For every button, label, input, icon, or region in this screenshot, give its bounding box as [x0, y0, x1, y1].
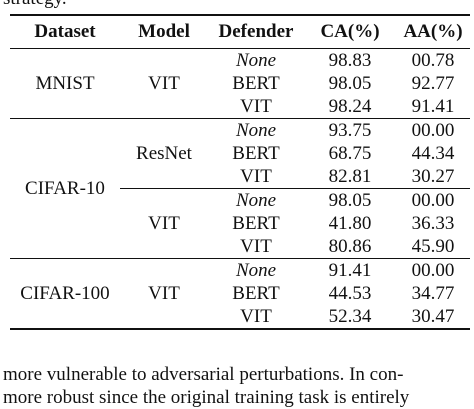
table-row: MNIST VIT None 98.83 00.78 — [10, 48, 470, 94]
defender-cell: BERT — [232, 142, 280, 164]
aa-cell: 00.00 — [396, 188, 470, 212]
aa-cell: 44.34 — [411, 142, 455, 164]
header-defender: Defender — [218, 21, 294, 42]
aa-cell: 00.00 — [411, 119, 455, 141]
defender-cell: None — [235, 119, 277, 141]
header-model: Model — [138, 21, 190, 42]
defender-cell: VIT — [240, 305, 272, 327]
ca-cell: 41.80 — [328, 212, 372, 234]
table-row: CIFAR-10 ResNet None 93.75 00.00 — [10, 118, 470, 199]
body-text-line: more robust since the original training … — [3, 387, 410, 408]
table-row: CIFAR-100 VIT None 91.41 00.00 — [10, 258, 470, 304]
ca-cell: 44.53 — [328, 282, 372, 304]
defender-cell: BERT — [232, 72, 280, 94]
table-row: BERT 68.75 44.34 — [10, 142, 470, 165]
ca-cell: 98.05 — [328, 72, 372, 94]
ca-cell: 68.75 — [328, 142, 372, 164]
aa-cell: 30.27 — [411, 165, 455, 187]
table-row: VIT 52.34 30.47 — [10, 305, 470, 329]
ca-cell: 91.41 — [328, 259, 372, 281]
results-table-container: Dataset Model Defender CA(%) AA(%) MNIST… — [10, 14, 470, 330]
defender-cell: VIT — [240, 95, 272, 117]
defender-cell: VIT — [240, 235, 272, 257]
ca-cell: 52.34 — [328, 305, 372, 327]
defender-cell: BERT — [232, 212, 280, 234]
aa-cell: 00.00 — [411, 259, 455, 281]
table-row: VIT 80.86 45.90 — [10, 235, 470, 259]
model-cell: VIT — [148, 282, 180, 304]
ca-cell: 98.83 — [328, 49, 372, 71]
model-cell: VIT — [120, 188, 208, 259]
aa-cell: 00.78 — [411, 49, 455, 71]
ca-cell: 98.05 — [304, 188, 396, 212]
aa-cell: 45.90 — [411, 235, 455, 257]
header-aa: AA(%) — [403, 21, 463, 42]
table-row: BERT 98.05 92.77 — [10, 72, 470, 95]
body-text-line: more vulnerable to adversarial perturbat… — [3, 364, 404, 385]
dataset-cell: CIFAR-100 — [20, 282, 110, 304]
table-row: VIT 82.81 30.27 — [10, 165, 470, 189]
table-caption-fragment: strategy. — [3, 0, 67, 10]
model-cell: ResNet — [136, 142, 192, 164]
table-header-row: Dataset Model Defender CA(%) AA(%) — [10, 15, 470, 49]
aa-cell: 30.47 — [411, 305, 455, 327]
table-row: VIT 98.24 91.41 — [10, 95, 470, 119]
aa-cell: 92.77 — [411, 72, 455, 94]
ca-cell: 98.24 — [328, 95, 372, 117]
ca-cell: 80.86 — [328, 235, 372, 257]
model-cell: VIT — [148, 72, 180, 94]
results-table: Dataset Model Defender CA(%) AA(%) MNIST… — [10, 14, 470, 330]
ca-cell: 93.75 — [328, 119, 372, 141]
defender-cell: VIT — [240, 165, 272, 187]
dataset-cell: MNIST — [35, 72, 95, 94]
table-row: VIT None 98.05 00.00 — [10, 188, 470, 259]
defender-cell: None — [208, 188, 304, 212]
aa-cell: 91.41 — [411, 95, 455, 117]
table-row: BERT 44.53 34.77 — [10, 282, 470, 305]
defender-cell: BERT — [232, 282, 280, 304]
aa-cell: 36.33 — [411, 212, 455, 234]
dataset-cell: CIFAR-10 — [25, 177, 105, 199]
ca-cell: 82.81 — [328, 165, 372, 187]
aa-cell: 34.77 — [411, 282, 455, 304]
defender-cell: None — [235, 49, 277, 71]
table-row: BERT 41.80 36.33 — [10, 212, 470, 235]
defender-cell: None — [235, 259, 277, 281]
header-ca: CA(%) — [320, 21, 380, 42]
header-dataset: Dataset — [34, 21, 96, 42]
